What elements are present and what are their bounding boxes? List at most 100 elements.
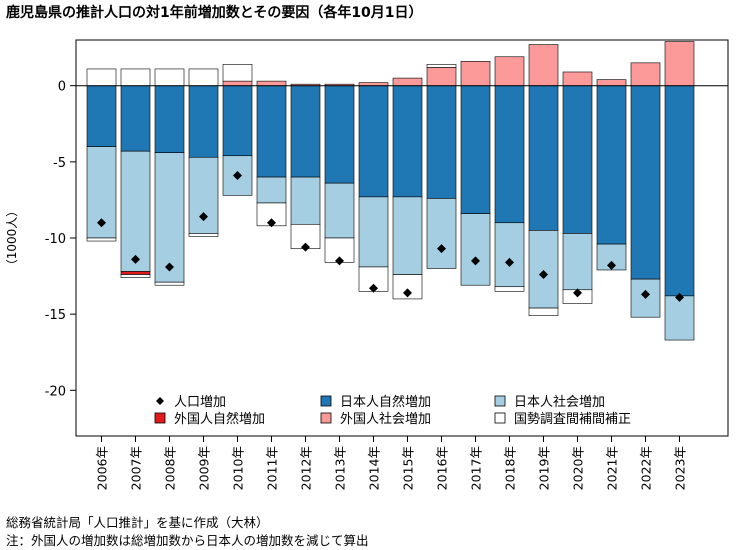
bar-jp-natural xyxy=(596,85,627,245)
bar-correction-pos xyxy=(120,68,151,86)
legend-symbol xyxy=(154,412,166,424)
marker-population-change xyxy=(437,244,446,254)
x-tick-label: 2007年 xyxy=(129,446,144,490)
x-tick-label: 2013年 xyxy=(333,446,348,490)
marker-population-change xyxy=(539,270,548,280)
bar-correction-neg xyxy=(188,233,219,237)
bar-jp-natural xyxy=(222,85,253,157)
bar-jp-social xyxy=(460,213,491,286)
bar-jp-natural xyxy=(290,85,321,178)
bar-jp-natural xyxy=(256,85,287,178)
legend-label: 国勢調査間補間補正 xyxy=(514,412,631,427)
x-tick-label: 2010年 xyxy=(231,446,246,490)
legend-symbol xyxy=(494,412,506,424)
x-tick-label: 2017年 xyxy=(469,446,484,490)
marker-population-change xyxy=(641,289,650,299)
legend-label: 外国人社会増加 xyxy=(340,411,431,427)
marker-population-change xyxy=(675,292,684,302)
bar-foreign-natural xyxy=(120,271,151,275)
marker-population-change xyxy=(165,262,174,272)
chart-title: 鹿児島県の推計人口の対1年前増加数とその要因（各年10月1日） xyxy=(6,5,423,21)
bar-foreign-social xyxy=(426,67,457,86)
bar-jp-natural xyxy=(188,85,219,158)
bar-correction-pos xyxy=(222,64,253,82)
bar-foreign-social xyxy=(528,44,559,86)
x-tick-label: 2020年 xyxy=(571,446,586,490)
bar-jp-natural xyxy=(562,85,593,234)
y-tick-label: -10 xyxy=(45,232,66,247)
legend-symbol xyxy=(320,412,332,424)
bar-correction-neg xyxy=(120,274,151,278)
marker-population-change xyxy=(403,288,412,298)
bar-jp-natural xyxy=(460,85,491,214)
x-tick-label: 2015年 xyxy=(401,446,416,490)
x-tick-label: 2006年 xyxy=(95,446,110,490)
legend-label: 日本人社会増加 xyxy=(514,394,605,410)
y-tick-label: -5 xyxy=(53,156,66,171)
bar-jp-natural xyxy=(426,85,457,199)
marker-population-change xyxy=(505,257,514,267)
x-tick-label: 2008年 xyxy=(163,446,178,490)
bar-jp-natural xyxy=(324,85,355,184)
bar-correction-pos xyxy=(86,68,117,86)
x-tick-label: 2016年 xyxy=(435,446,450,490)
bar-foreign-social xyxy=(256,80,287,86)
bar-foreign-social xyxy=(562,71,593,86)
bar-correction-pos xyxy=(188,68,219,86)
bar-jp-social xyxy=(528,230,559,309)
x-tick-label: 2021年 xyxy=(605,446,620,490)
x-tick-label: 2023年 xyxy=(673,446,688,490)
bar-jp-social xyxy=(630,278,661,318)
y-axis-label: （1000人） xyxy=(5,205,19,272)
bar-jp-social xyxy=(664,295,695,341)
bar-correction-neg xyxy=(494,286,525,292)
bar-jp-social xyxy=(324,182,355,239)
bar-correction-neg xyxy=(528,307,559,316)
axis-layer: 0 -5 -10 -15 -20 2006年 2007年 2008年 2009年 2010年 201… xyxy=(45,80,688,491)
x-tick-label: 2014年 xyxy=(367,446,382,490)
bar-foreign-social xyxy=(392,77,423,86)
marker-population-change xyxy=(233,171,242,181)
bar-jp-social xyxy=(358,196,389,268)
footnote: 注：外国人の増加数は総増加数から日本人の増加数を減じて算出 xyxy=(6,533,369,548)
bar-jp-social xyxy=(392,196,423,275)
legend-symbol xyxy=(320,395,332,407)
marker-population-change xyxy=(369,283,378,293)
bar-jp-social xyxy=(562,233,593,291)
bar-foreign-social xyxy=(664,41,695,86)
x-tick-label: 2009年 xyxy=(197,446,212,490)
source-note: 総務省統計局「人口推計」を基に作成（大林） xyxy=(6,515,269,530)
bar-jp-natural xyxy=(528,85,559,231)
marker-population-change xyxy=(131,254,140,264)
bar-foreign-social xyxy=(222,80,253,86)
bars-layer xyxy=(86,41,695,341)
marker-population-change xyxy=(335,256,344,266)
bar-jp-social xyxy=(188,156,219,234)
marker-population-change xyxy=(471,256,480,266)
legend-label: 人口増加 xyxy=(174,395,226,410)
bar-foreign-social xyxy=(460,61,491,86)
legend-label: 外国人自然増加 xyxy=(174,411,265,427)
bar-correction-pos xyxy=(426,64,457,68)
bar-foreign-social xyxy=(630,62,661,86)
x-tick-label: 2018年 xyxy=(503,446,518,490)
marker-population-change xyxy=(573,288,582,298)
bar-jp-natural xyxy=(154,85,185,154)
bar-foreign-social xyxy=(596,79,627,86)
bar-jp-social xyxy=(426,198,457,269)
bar-jp-natural xyxy=(86,85,117,147)
bar-jp-natural xyxy=(120,85,151,152)
legend-symbol xyxy=(494,395,506,407)
marker-population-change xyxy=(267,218,276,228)
y-tick-label: -15 xyxy=(45,308,66,323)
marker-population-change xyxy=(301,242,310,252)
bar-jp-natural xyxy=(494,85,525,224)
bar-foreign-social xyxy=(494,56,525,86)
marker-population-change xyxy=(607,260,616,270)
y-tick-label: -20 xyxy=(45,384,66,399)
bar-jp-social xyxy=(120,150,151,272)
legend-symbol xyxy=(156,397,164,405)
x-tick-label: 2011年 xyxy=(265,446,280,490)
